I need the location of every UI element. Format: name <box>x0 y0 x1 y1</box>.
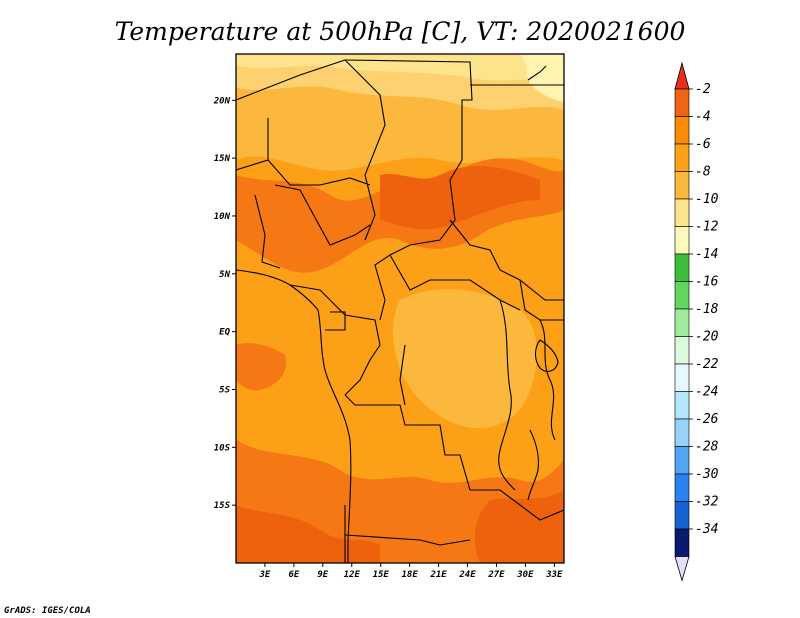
colorbar-label: -16 <box>695 275 719 290</box>
border-libya <box>344 59 473 181</box>
border-angola-namibia <box>344 534 471 546</box>
lon-tick-label: 15E <box>373 570 390 580</box>
lat-tick-label: 15S <box>214 501 231 511</box>
lat-tick-label: 5S <box>219 385 230 395</box>
colorbar-swatch <box>674 336 690 365</box>
colorbar-label: -6 <box>695 137 711 152</box>
lat-tick-label: EQ <box>219 328 230 338</box>
credit-text: GrADS: IGES/COLA <box>4 606 91 616</box>
colorbar-label: -14 <box>695 247 718 262</box>
lat-tick-label: 15N <box>214 154 231 164</box>
nile-delta-coast <box>527 65 547 81</box>
colorbar-label: -4 <box>695 110 711 125</box>
field-band-minus11 <box>520 54 564 102</box>
field-band-minus3-south <box>236 505 380 563</box>
lon-tick-label: 33E <box>545 570 563 580</box>
lon-tick-label: 24E <box>458 570 476 580</box>
colorbar-label: -12 <box>695 220 719 235</box>
border-algeria-niger <box>236 59 386 241</box>
chart-title: Temperature at 500hPa [C], VT: 202002160… <box>115 17 686 46</box>
colorbar-swatch <box>674 198 690 227</box>
border-zambia <box>470 489 564 521</box>
colorbar-label: -28 <box>695 440 719 455</box>
temperature-field <box>236 54 564 563</box>
lon-tick-label: 27E <box>487 570 505 580</box>
lat-tick-label: 10N <box>214 212 231 222</box>
colorbar-label: -34 <box>695 522 718 537</box>
colorbar-label: -10 <box>695 192 719 207</box>
colorbar-bottom-arrow <box>674 556 690 582</box>
colorbar: -2 -4 -6 -8 -10 -12 -14 -16 -18 -20 -22 -24 -26 -28 -3… <box>674 61 719 582</box>
border-benin-togo <box>254 194 281 269</box>
border-sudan-south <box>449 219 564 301</box>
map-frame <box>235 53 565 564</box>
colorbar-label: -2 <box>695 82 711 97</box>
border-nigeria <box>274 184 371 246</box>
lat-tick-label: 20N <box>213 96 231 106</box>
colorbar-swatch <box>674 418 690 447</box>
lon-tick-label: 6E <box>288 570 299 580</box>
colorbar-label: -20 <box>695 330 719 345</box>
coastline-west-africa <box>236 269 352 563</box>
border-great-lakes <box>498 299 516 491</box>
country-borders <box>236 59 564 563</box>
colorbar-top-arrow <box>674 61 690 90</box>
colorbar-swatch <box>674 88 690 117</box>
colorbar-swatch <box>674 253 690 282</box>
latitude-axis: 20N 15N 10N 5N EQ 5S 10S 15S <box>213 96 236 511</box>
colorbar-swatch <box>674 171 690 200</box>
colorbar-swatch <box>674 446 690 475</box>
colorbar-swatch <box>674 226 690 255</box>
lat-tick-label: 5N <box>219 270 230 280</box>
field-band-minus3-north <box>380 165 540 230</box>
lat-tick-label: 10S <box>214 443 231 453</box>
map-plot-area: 20N 15N 10N 5N EQ 5S 10S 15S 3E 6E 9E 12E 15E 18E 21E… <box>213 53 565 580</box>
border-congo-drc <box>399 344 406 406</box>
colorbar-swatch <box>674 116 690 145</box>
border-niger-south <box>267 159 371 186</box>
colorbar-label: -32 <box>695 495 719 510</box>
lake-tanganyika <box>527 429 539 501</box>
field-central-light <box>392 289 537 429</box>
border-uganda-tanzania <box>539 319 556 441</box>
longitude-axis: 3E 6E 9E 12E 15E 18E 21E 24E 27E 30E 33E <box>259 563 563 580</box>
field-band-minus10 <box>236 54 564 82</box>
colorbar-swatch <box>674 308 690 337</box>
colorbar-swatch <box>674 281 690 310</box>
colorbar-label: -22 <box>695 357 719 372</box>
colorbar-label: -18 <box>695 302 719 317</box>
border-drc-angola <box>344 394 471 491</box>
colorbar-label: -8 <box>695 165 711 180</box>
border-cameroon-gabon <box>289 284 381 396</box>
colorbar-swatch <box>674 143 690 172</box>
border-car-congo <box>389 254 521 311</box>
lon-tick-label: 12E <box>344 570 361 580</box>
colorbar-label: -24 <box>695 385 718 400</box>
field-west-warm <box>236 343 287 391</box>
colorbar-label: -30 <box>695 467 719 482</box>
lon-tick-label: 9E <box>317 570 328 580</box>
lake-victoria <box>534 339 559 372</box>
field-band-minus3-southeast <box>474 490 564 563</box>
border-south-sudan <box>519 279 564 321</box>
lon-tick-label: 21E <box>429 570 447 580</box>
colorbar-swatch <box>674 501 690 530</box>
colorbar-swatch <box>674 473 690 502</box>
border-equatorial-guinea <box>325 311 346 331</box>
colorbar-label: -26 <box>695 412 719 427</box>
lon-tick-label: 18E <box>402 570 419 580</box>
lon-tick-label: 3E <box>259 570 271 580</box>
colorbar-swatch <box>674 391 690 420</box>
lon-tick-label: 30E <box>516 570 534 580</box>
colorbar-swatch <box>674 528 690 557</box>
colorbar-swatch <box>674 363 690 392</box>
